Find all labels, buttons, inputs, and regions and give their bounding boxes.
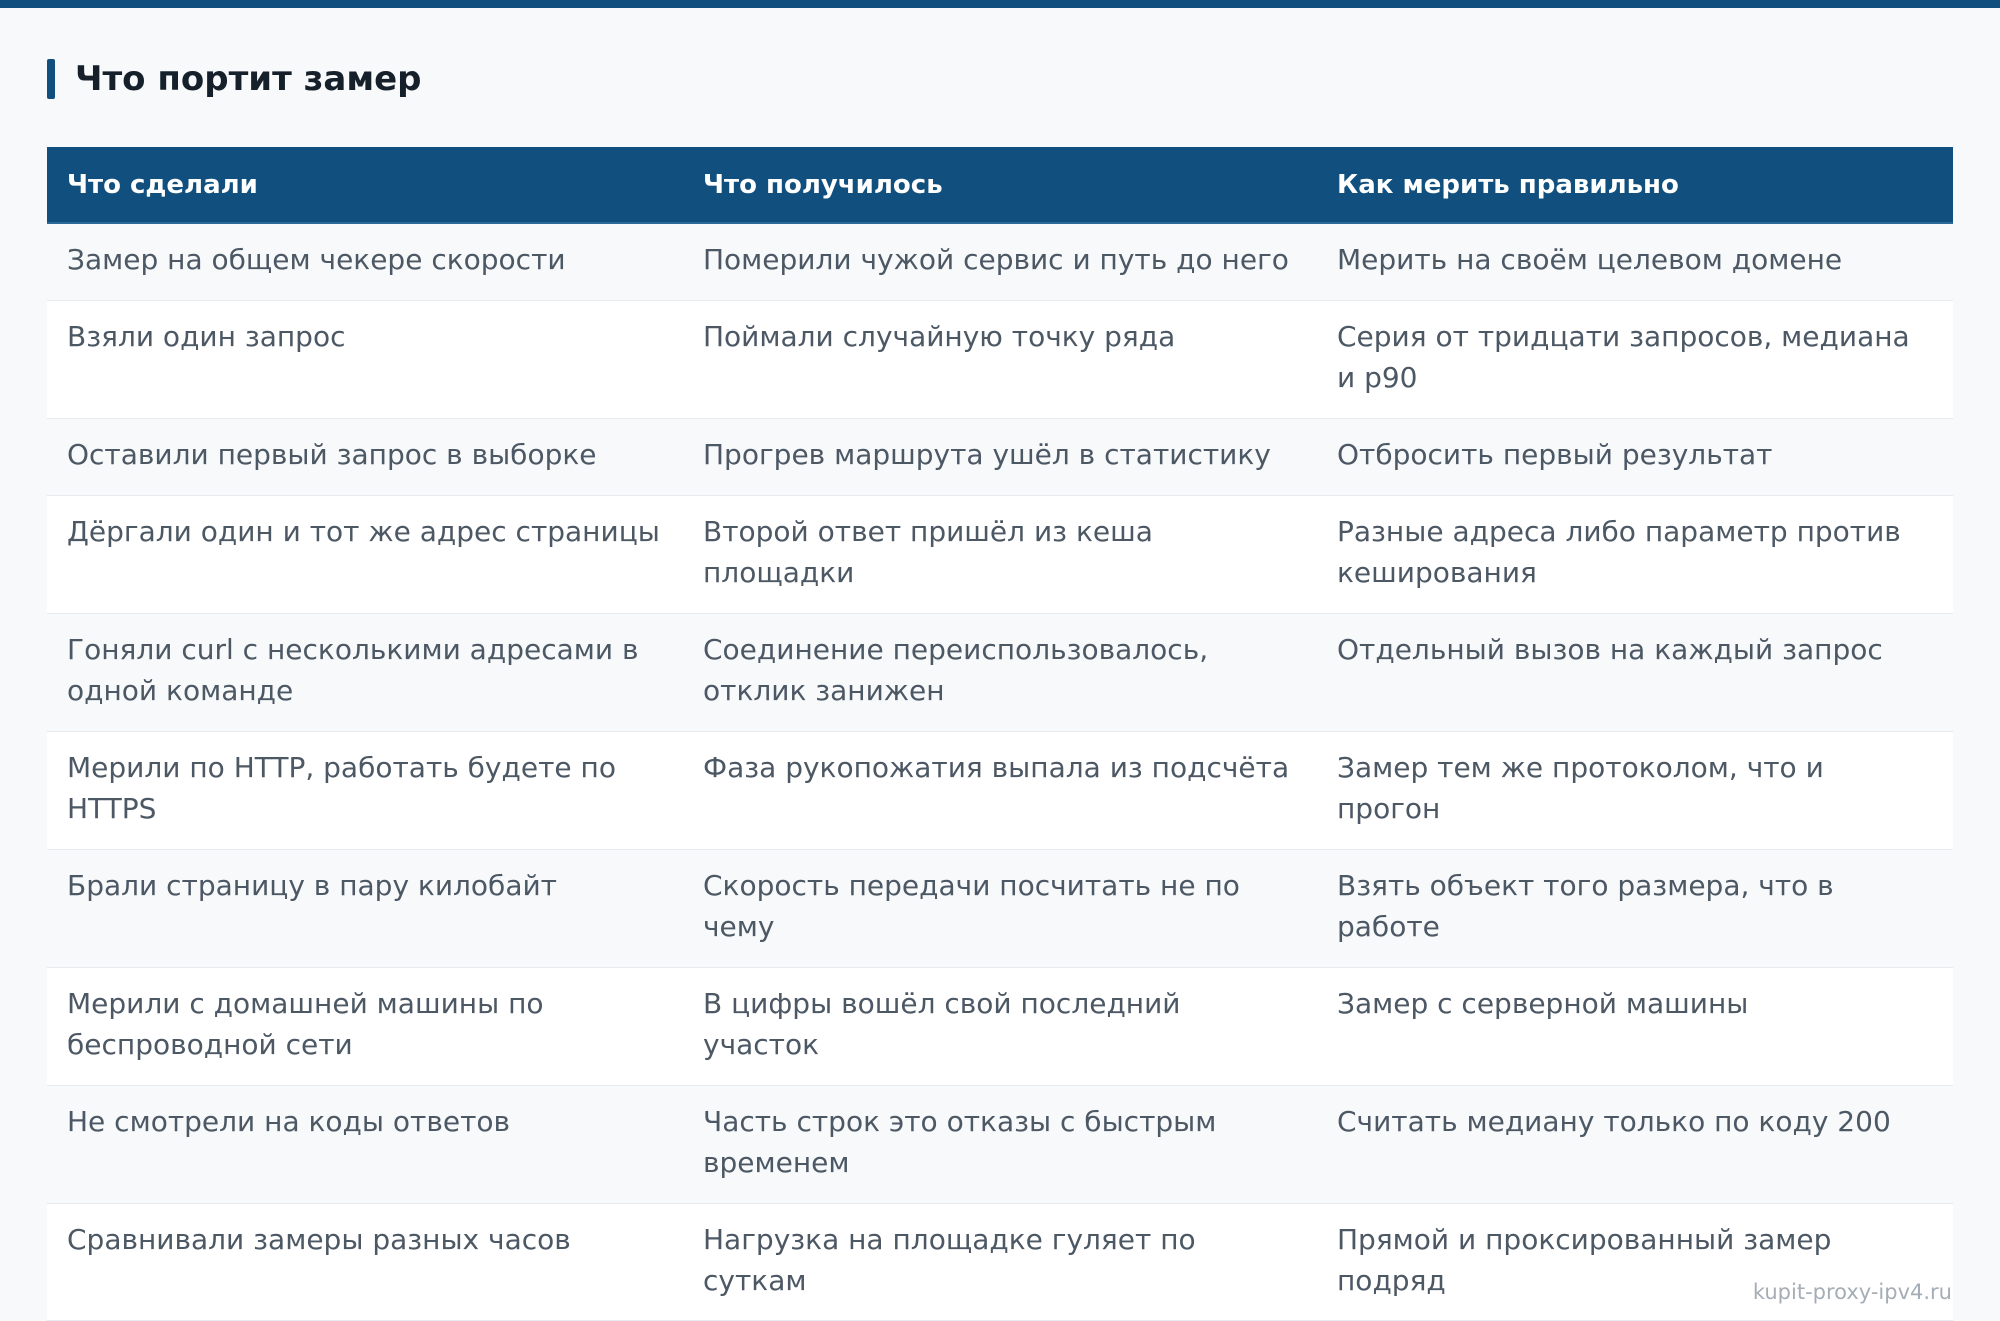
table-cell: В цифры вошёл свой последний участок [683,967,1317,1086]
table-row: Взяли один запрос Поймали случайную точк… [47,300,1953,419]
table-cell: Померили чужой сервис и путь до него [683,223,1317,301]
table-cell: Взять объект того размера, что в работе [1317,849,1953,968]
table-row: Мерили с домашней машины по беспроводной… [47,967,1953,1086]
table-header-row: Что сделали Что получилось Как мерить пр… [47,147,1953,224]
heading-accent-bar [47,59,55,99]
table-cell: Взяли один запрос [47,300,683,419]
table-cell: Мерили по HTTP, работать будете по HTTPS [47,731,683,850]
table-header: Что сделали Что получилось Как мерить пр… [47,147,1953,224]
top-accent-bar [0,0,2000,8]
table-cell: Серия от тридцати запросов, медиана и p9… [1317,300,1953,419]
table-cell: Замер тем же протоколом, что и прогон [1317,731,1953,850]
table-cell: Фаза рукопожатия выпала из подсчёта [683,731,1317,850]
table-cell: Замер с серверной машины [1317,967,1953,1086]
table-cell: Отдельный вызов на каждый запрос [1317,613,1953,732]
table-cell: Брали страницу в пару килобайт [47,849,683,968]
table-cell: Не смотрели на коды ответов [47,1085,683,1204]
table-row: Гоняли curl с несколькими адресами в одн… [47,613,1953,732]
table-cell: Разные адреса либо параметр против кешир… [1317,495,1953,614]
table-cell: Оставили первый запрос в выборке [47,418,683,496]
column-header-result: Что получилось [683,147,1317,224]
table-row: Не смотрели на коды ответов Часть строк … [47,1085,1953,1204]
column-header-how-to-measure: Как мерить правильно [1317,147,1953,224]
table-cell: Гоняли curl с несколькими адресами в одн… [47,613,683,732]
table-row: Замер на общем чекере скорости Померили … [47,223,1953,301]
table-cell: Второй ответ пришёл из кеша площадки [683,495,1317,614]
table-cell: Прямой и проксированный замер подряд [1317,1203,1953,1321]
table-cell: Сравнивали замеры разных часов [47,1203,683,1321]
table-cell: Отбросить первый результат [1317,418,1953,496]
table-cell: Скорость передачи посчитать не по чему [683,849,1317,968]
section-title: Что портит замер [75,59,422,99]
table-cell: Соединение переиспользовалось, отклик за… [683,613,1317,732]
table-cell: Считать медиану только по коду 200 [1317,1085,1953,1204]
table-cell: Прогрев маршрута ушёл в статистику [683,418,1317,496]
table-body: Замер на общем чекере скорости Померили … [47,223,1953,1321]
table-row: Мерили по HTTP, работать будете по HTTPS… [47,731,1953,850]
table-row: Сравнивали замеры разных часов Нагрузка … [47,1203,1953,1321]
section-heading: Что портит замер [47,58,422,100]
table-row: Дёргали один и тот же адрес страницы Вто… [47,495,1953,614]
table-cell: Замер на общем чекере скорости [47,223,683,301]
table-cell: Дёргали один и тот же адрес страницы [47,495,683,614]
table-row: Оставили первый запрос в выборке Прогрев… [47,418,1953,496]
site-watermark: kupit-proxy-ipv4.ru [1752,1280,1952,1304]
column-header-what-done: Что сделали [47,147,683,224]
table-row: Брали страницу в пару килобайт Скорость … [47,849,1953,968]
table-cell: Часть строк это отказы с быстрым времене… [683,1085,1317,1204]
table-cell: Мерили с домашней машины по беспроводной… [47,967,683,1086]
table-cell: Нагрузка на площадке гуляет по суткам [683,1203,1317,1321]
table-cell: Поймали случайную точку ряда [683,300,1317,419]
table-cell: Мерить на своём целевом домене [1317,223,1953,301]
mistakes-table: Что сделали Что получилось Как мерить пр… [47,147,1953,1321]
